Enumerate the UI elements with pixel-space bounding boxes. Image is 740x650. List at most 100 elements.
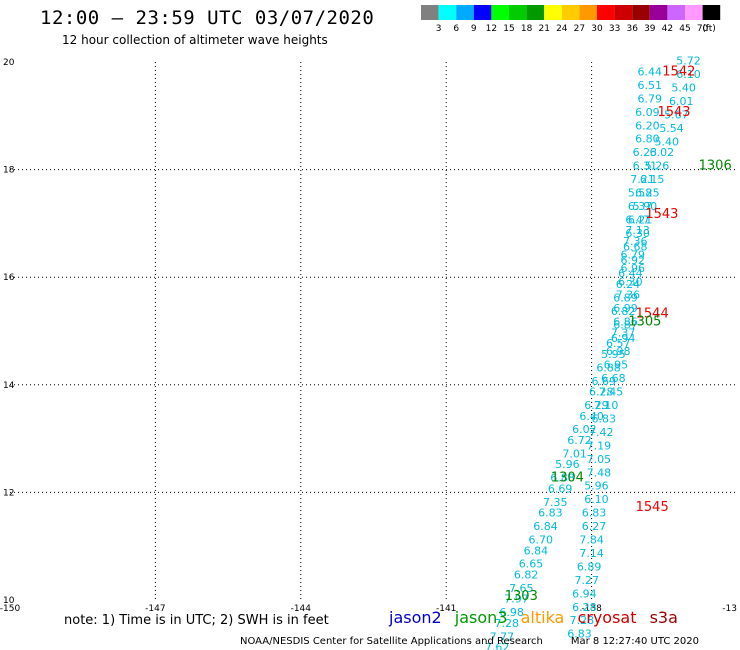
wave-height-value: 6.47 [625, 213, 650, 226]
y-tick-label: 18 [3, 166, 15, 176]
wave-height-value: 6.31 [633, 160, 658, 173]
color-swatch [667, 5, 685, 20]
color-scale-label: 45 [679, 24, 690, 34]
color-swatch [473, 5, 492, 20]
footnote: note: 1) Time is in UTC; 2) SWH is in fe… [64, 613, 329, 628]
wave-height-value: 7.10 [594, 399, 619, 412]
color-swatch [509, 5, 527, 20]
color-scale-label: 24 [556, 24, 568, 34]
color-scale-label: 18 [521, 24, 533, 34]
wave-height-value: 6.96 [621, 262, 646, 275]
wave-height-value: 6.99 [613, 302, 638, 315]
wave-height-value: 6.25 [635, 187, 660, 200]
wave-height-value: 6.02 [650, 146, 675, 159]
wave-height-value: 6.92 [621, 254, 646, 267]
wave-height-value: 6.70 [528, 534, 553, 547]
wave-height-value: 5.40 [671, 82, 696, 95]
wave-height-value: 7.45 [599, 386, 624, 399]
x-tick-label: -13 [722, 604, 737, 614]
wave-height-value: 7.42 [589, 426, 614, 439]
wave-height-value: 7.36 [616, 289, 641, 302]
credit-line: NOAA/NESDIS Center for Satellite Applica… [240, 636, 699, 647]
color-scale-label: 30 [591, 24, 603, 34]
wave-height-value: 6.57 [606, 337, 631, 350]
color-swatch [632, 5, 650, 20]
wave-height-value: 6.28 [589, 386, 614, 399]
wave-height-value: 6.82 [611, 305, 636, 318]
wave-height-value: 6.29 [584, 399, 609, 412]
wave-height-value: 6.89 [613, 291, 638, 304]
wave-height-value: 5.96 [555, 458, 580, 471]
series-track-east: 5.726.105.406.015.675.545.406.025.266.15… [567, 55, 701, 641]
legend-jason3: jason3 [454, 608, 508, 627]
wave-height-value: 6.68 [623, 240, 648, 253]
wave-height-value: 7.65 [509, 582, 534, 595]
wave-height-value: 6.21 [628, 213, 653, 226]
wave-height-value: 6.01 [669, 95, 694, 108]
wave-height-value: 7.05 [587, 453, 612, 466]
wave-height-value: 6.83 [567, 628, 592, 641]
x-tick-label: -138 [581, 604, 602, 614]
chart-title: 12:00 — 23:59 UTC 03/07/2020 [40, 7, 375, 29]
color-swatch [561, 5, 580, 20]
wave-height-value: 5.96 [584, 480, 609, 493]
wave-height-value: 7.36 [623, 235, 648, 248]
wave-height-value: 6.72 [567, 434, 592, 447]
wave-height-value: 6.80 [635, 133, 660, 146]
wave-height-value: 6.10 [584, 493, 609, 506]
wave-height-value: 6.40 [579, 410, 604, 423]
wave-height-value: 6.79 [621, 248, 646, 261]
wave-height-value: 7.13 [625, 224, 650, 237]
y-tick-label: 14 [3, 381, 15, 391]
y-tick-label: 10 [3, 596, 15, 606]
wave-height-value: 6.69 [548, 482, 573, 495]
wave-height-value: 6.44 [638, 65, 663, 78]
wave-height-value: 6.84 [533, 520, 558, 533]
color-swatch [614, 5, 633, 20]
wave-height-value: 6.10 [676, 68, 701, 81]
wave-height-value: 6.88 [550, 472, 575, 485]
color-scale-label: 70 [697, 24, 709, 34]
x-tick-label: -141 [436, 604, 456, 614]
color-swatch [526, 5, 545, 20]
wave-height-value: 6.27 [582, 520, 607, 533]
y-tick-label: 16 [3, 273, 15, 283]
wave-height-value: 6.20 [635, 119, 660, 132]
wave-height-value: 6.84 [524, 544, 549, 557]
wave-height-value: 7.37 [611, 326, 636, 339]
color-scale-label: 6 [453, 24, 459, 34]
satellite-legend: jason2 jason3 altika cryosat s3a [389, 608, 686, 627]
wave-height-value: 6.30 [625, 227, 650, 240]
color-swatch [421, 5, 439, 20]
wave-height-value: 6.24 [616, 278, 641, 291]
wave-height-value: 6.94 [611, 332, 636, 345]
color-scale-label: 21 [538, 24, 549, 34]
wave-height-value: 6.23 [633, 146, 658, 159]
color-scale-label: 15 [503, 24, 514, 34]
color-scale-label: 9 [471, 24, 477, 34]
pass-time-label: 1544 [636, 307, 669, 322]
color-scale-label: 39 [644, 24, 656, 34]
wave-height-value: 7.77 [490, 630, 515, 643]
color-scale-legend: 3 6 9 12 15 18 21 24 27 30 33 36 39 42 45 70(ft) [421, 5, 721, 34]
color-scale-unit: (ft) [702, 24, 716, 34]
wave-height-value: 6.86 [613, 316, 638, 329]
wave-height-value: 6.37 [628, 200, 653, 213]
color-swatch [544, 5, 562, 20]
wave-height-value: 5.67 [664, 108, 689, 121]
grid [10, 62, 737, 600]
credit-text: NOAA/NESDIS Center for Satellite Applica… [240, 636, 543, 647]
color-swatch [579, 5, 597, 20]
pass-time-label: 1306 [699, 159, 732, 174]
wave-height-value: 5.58 [628, 187, 653, 200]
wave-height-value: 7.01 [562, 447, 587, 460]
wave-height-value: 7.19 [587, 439, 612, 452]
wave-height-value: 6.98 [499, 606, 524, 619]
pass-time-label: 1545 [636, 500, 669, 515]
wave-height-value: 7.35 [543, 496, 568, 509]
wave-height-value: 6.30 [618, 275, 643, 288]
wave-height-value: 6.65 [519, 558, 544, 571]
color-swatch [491, 5, 509, 20]
wave-height-value: 6.82 [514, 568, 539, 581]
